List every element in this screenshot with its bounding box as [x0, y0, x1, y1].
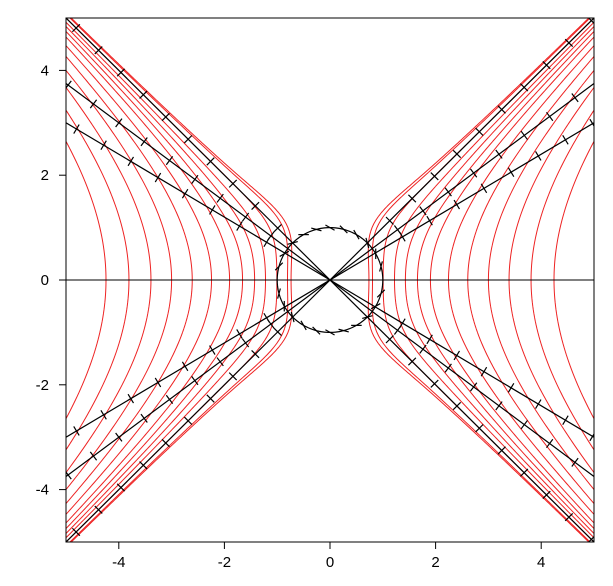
x-tick-label: 0 — [326, 554, 334, 571]
x-tick-label: -4 — [112, 554, 125, 571]
x-tick-label: 2 — [431, 554, 439, 571]
x-tick-label: -2 — [218, 554, 231, 571]
y-tick-label: 0 — [41, 272, 49, 289]
chart-svg: -4 -2 0 2 4 -4 -2 0 2 4 — [0, 0, 613, 586]
y-tick-label: 2 — [41, 167, 49, 184]
chart-root: -4 -2 0 2 4 -4 -2 0 2 4 — [0, 0, 613, 586]
x-tick-label: 4 — [537, 554, 545, 571]
y-tick-label: -2 — [36, 377, 49, 394]
y-tick-label: -4 — [36, 482, 49, 499]
y-tick-label: 4 — [41, 62, 49, 79]
